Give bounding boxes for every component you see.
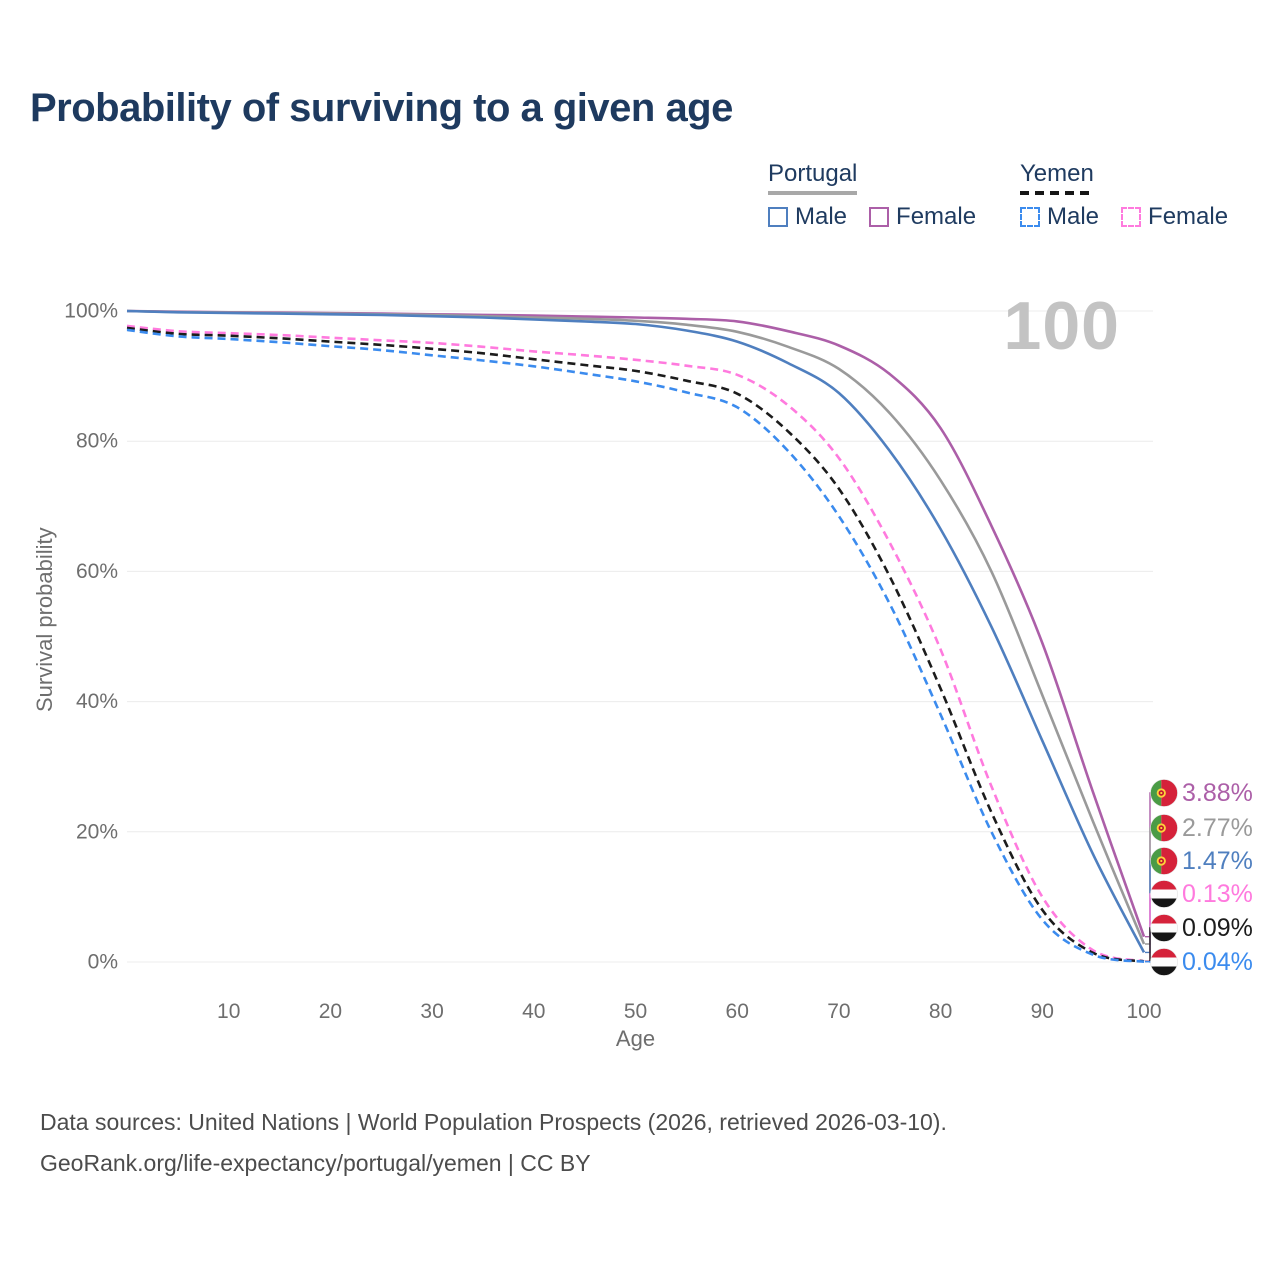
y-tick-label: 60%: [76, 560, 118, 583]
legend-country-yemen-label: Yemen: [1020, 160, 1094, 187]
x-tick-label: 50: [624, 1000, 647, 1023]
legend-country-portugal[interactable]: Portugal: [768, 160, 858, 195]
yemen-line-swatch: [1020, 191, 1094, 195]
legend-label-yemen-male: Male: [1047, 203, 1100, 230]
yemen-male-swatch-icon: [1020, 207, 1040, 227]
yemen-flag-icon: [1150, 880, 1178, 908]
legend-group-portugal: Portugal Male Female: [768, 160, 976, 231]
y-tick-label: 40%: [76, 690, 118, 713]
curve-yemen-female[interactable]: [126, 324, 1145, 963]
hover-age-label: 100: [1003, 288, 1120, 364]
x-axis-title: Age: [615, 1026, 656, 1051]
legend-label-portugal-male: Male: [795, 203, 848, 230]
portugal-female-swatch-icon: [869, 207, 890, 227]
y-axis-title: Survival probability: [32, 527, 57, 713]
end-value-label: 3.88%: [1182, 779, 1253, 807]
x-tick-label: 40: [522, 1000, 545, 1023]
data-sources-text: Data sources: United Nations | World Pop…: [40, 1109, 947, 1135]
x-tick-label: 90: [1031, 1000, 1054, 1023]
y-tick-label: 100%: [64, 300, 118, 323]
label-connector: [1145, 827, 1156, 945]
label-connector: [1145, 893, 1156, 962]
end-value-label: 2.77%: [1182, 814, 1253, 842]
attribution-text: GeoRank.org/life-expectancy/portugal/yem…: [40, 1150, 591, 1177]
portugal-flag-icon: [1150, 814, 1178, 842]
x-tick-label: 70: [827, 1000, 850, 1023]
legend-label-portugal-female: Female: [896, 203, 977, 230]
label-connector: [1145, 792, 1156, 938]
end-value-label: 0.09%: [1182, 914, 1253, 942]
y-tick-label: 0%: [88, 951, 118, 974]
curve-portugal-male[interactable]: [126, 309, 1146, 954]
legend-country-portugal-label: Portugal: [768, 160, 858, 187]
curve-yemen-both-sexes[interactable]: [126, 326, 1145, 963]
x-tick-label: 10: [217, 1000, 240, 1023]
x-tick-label: 30: [420, 1000, 443, 1023]
end-value-label: 1.47%: [1182, 847, 1253, 875]
legend-group-yemen: Yemen Male Female: [1020, 160, 1228, 231]
legend-label-yemen-female: Female: [1148, 203, 1229, 230]
curve-yemen-male[interactable]: [126, 328, 1145, 963]
x-tick-label: 100: [1126, 1000, 1161, 1023]
portugal-male-swatch-icon: [768, 207, 788, 227]
legend-country-yemen[interactable]: Yemen: [1020, 160, 1094, 195]
page-title: Probability of surviving to a given age: [30, 86, 733, 130]
end-value-label: 0.13%: [1182, 880, 1253, 908]
footer: Data sources: United Nations | World Pop…: [40, 1102, 947, 1185]
x-tick-label: 60: [726, 1000, 749, 1023]
yemen-female-swatch-icon: [1121, 207, 1142, 227]
end-value-label: 0.04%: [1182, 948, 1253, 976]
label-connector: [1145, 927, 1156, 963]
yemen-flag-icon: [1150, 914, 1178, 942]
portugal-flag-icon: [1150, 847, 1178, 875]
y-tick-label: 20%: [76, 820, 118, 843]
yemen-flag-icon: [1150, 948, 1178, 976]
portugal-line-swatch: [768, 191, 858, 195]
portugal-flag-icon: [1150, 779, 1178, 807]
x-tick-label: 20: [319, 1000, 342, 1023]
legend-item-portugal-female[interactable]: Female: [869, 203, 976, 231]
legend-item-yemen-male[interactable]: Male: [1020, 203, 1099, 231]
legend-item-portugal-male[interactable]: Male: [768, 203, 847, 231]
label-connector: [1145, 860, 1156, 954]
y-tick-label: 80%: [76, 430, 118, 453]
x-tick-label: 80: [929, 1000, 952, 1023]
legend-item-yemen-female[interactable]: Female: [1121, 203, 1228, 231]
